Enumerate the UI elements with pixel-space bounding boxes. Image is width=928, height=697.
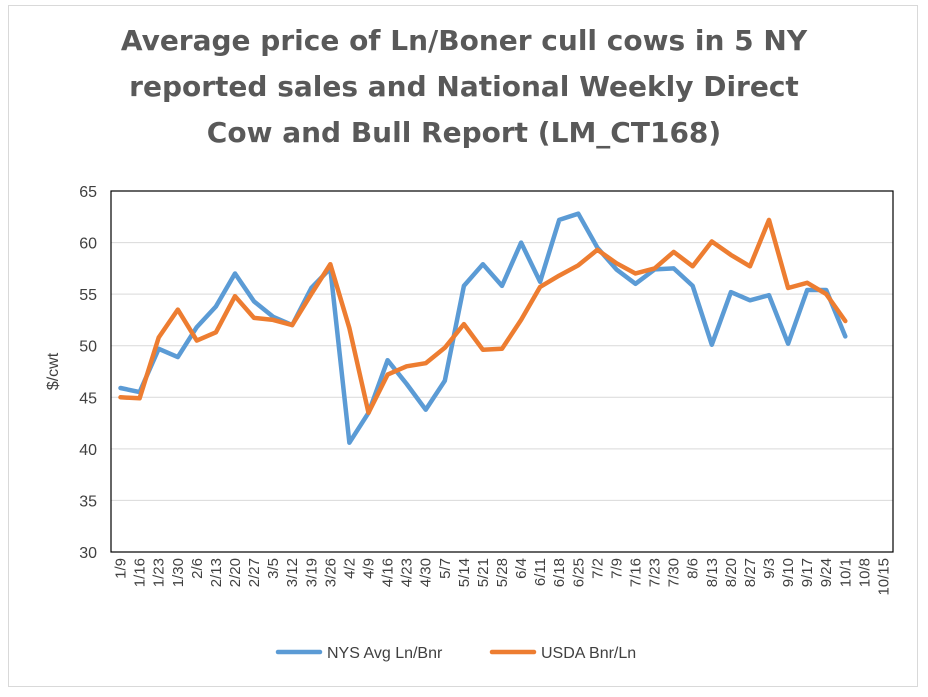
x-tick-label: 4/2: [341, 558, 358, 579]
x-tick-label: 7/30: [666, 558, 683, 587]
x-tick-label: 8/20: [723, 558, 740, 587]
gridlines: [111, 242, 893, 501]
x-tick-label: 7/16: [628, 558, 645, 587]
x-tick-label: 10/15: [875, 558, 892, 596]
y-axis-label: $/cwt: [45, 352, 62, 390]
legend-label-nys: NYS Avg Ln/Bnr: [327, 645, 443, 662]
x-tick-label: 10/8: [856, 558, 873, 587]
x-tick-label: 7/9: [608, 558, 625, 579]
x-tick-label: 1/9: [113, 558, 130, 579]
x-tick-label: 8/13: [704, 558, 721, 587]
y-tick-label: 65: [79, 184, 97, 201]
x-tick-label: 1/16: [132, 558, 149, 587]
x-tick-label: 1/30: [170, 558, 187, 587]
x-tick-label: 9/24: [818, 558, 835, 587]
x-tick-label: 6/4: [513, 558, 530, 579]
x-tick-label: 1/23: [151, 558, 168, 587]
legend: NYS Avg Ln/Bnr USDA Bnr/Ln: [275, 645, 636, 662]
x-tick-label: 3/19: [303, 558, 320, 587]
x-tick-label: 8/27: [742, 558, 759, 587]
x-tick-label: 5/14: [456, 558, 473, 587]
x-tick-label: 2/20: [227, 558, 244, 587]
x-tick-label: 2/6: [189, 558, 206, 579]
x-tick-label: 4/23: [399, 558, 416, 587]
x-tick-label: 9/3: [761, 558, 778, 579]
series-line-usda: [118, 217, 848, 416]
x-tick-label: 2/13: [208, 558, 225, 587]
x-tick-label: 3/26: [322, 558, 339, 587]
series-line-nys: [118, 211, 848, 445]
chart-title-line-3: Cow and Bull Report (LM_CT168): [206, 116, 722, 149]
x-tick-label: 3/5: [265, 558, 282, 579]
x-tick-label: 9/17: [799, 558, 816, 587]
plot-area-border: [110, 190, 894, 553]
x-tick-label: 3/12: [284, 558, 301, 587]
x-tick-label: 4/30: [418, 558, 435, 587]
x-tick-label: 6/18: [551, 558, 568, 587]
x-tick-label: 7/2: [589, 558, 606, 579]
x-axis-ticks: 1/9 1/16 1/23 1/30 2/6 2/13 2/20 2/27 3/5 3/12 3/1…: [113, 558, 893, 596]
y-tick-label: 45: [79, 390, 97, 407]
x-tick-label: 4/16: [380, 558, 397, 587]
x-tick-label: 7/23: [647, 558, 664, 587]
chart-title-line-1: Average price of Ln/Boner cull cows in 5…: [120, 24, 808, 57]
x-tick-label: 2/27: [246, 558, 263, 587]
legend-label-usda: USDA Bnr/Ln: [541, 645, 636, 662]
y-tick-label: 50: [79, 339, 97, 356]
x-tick-label: 5/7: [437, 558, 454, 579]
x-tick-label: 5/28: [494, 558, 511, 587]
series-lines: [118, 211, 848, 445]
y-tick-label: 40: [79, 442, 97, 459]
y-tick-label: 30: [79, 545, 97, 562]
y-tick-label: 60: [79, 236, 97, 253]
x-tick-label: 10/1: [837, 558, 854, 587]
y-tick-label: 35: [79, 493, 97, 510]
x-tick-label: 6/25: [570, 558, 587, 587]
x-tick-label: 4/9: [360, 558, 377, 579]
y-tick-label: 55: [79, 287, 97, 304]
x-tick-label: 5/21: [475, 558, 492, 587]
chart-title-line-2: reported sales and National Weekly Direc…: [129, 70, 799, 103]
x-tick-label: 9/10: [780, 558, 797, 587]
x-tick-label: 8/6: [685, 558, 702, 579]
y-axis-ticks: 30 35 40 45 50 55 60 65: [79, 184, 97, 562]
chart-title: Average price of Ln/Boner cull cows in 5…: [0, 18, 928, 156]
x-tick-label: 6/11: [532, 558, 549, 586]
